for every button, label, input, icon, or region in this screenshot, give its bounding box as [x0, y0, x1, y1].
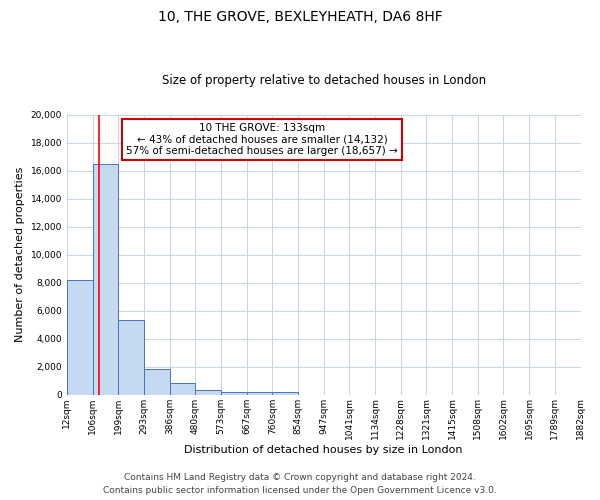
- Title: Size of property relative to detached houses in London: Size of property relative to detached ho…: [161, 74, 486, 87]
- Bar: [196, 390, 221, 394]
- Text: Contains HM Land Registry data © Crown copyright and database right 2024.
Contai: Contains HM Land Registry data © Crown c…: [103, 474, 497, 495]
- Text: 10 THE GROVE: 133sqm
← 43% of detached houses are smaller (14,132)
57% of semi-d: 10 THE GROVE: 133sqm ← 43% of detached h…: [126, 123, 398, 156]
- Bar: [247, 392, 272, 394]
- Bar: [221, 392, 247, 394]
- Bar: [170, 384, 196, 394]
- Bar: [92, 164, 118, 394]
- Bar: [272, 392, 298, 394]
- Bar: [144, 370, 170, 394]
- Text: 10, THE GROVE, BEXLEYHEATH, DA6 8HF: 10, THE GROVE, BEXLEYHEATH, DA6 8HF: [158, 10, 442, 24]
- Bar: [118, 320, 144, 394]
- Bar: [67, 280, 92, 394]
- Y-axis label: Number of detached properties: Number of detached properties: [15, 167, 25, 342]
- X-axis label: Distribution of detached houses by size in London: Distribution of detached houses by size …: [184, 445, 463, 455]
